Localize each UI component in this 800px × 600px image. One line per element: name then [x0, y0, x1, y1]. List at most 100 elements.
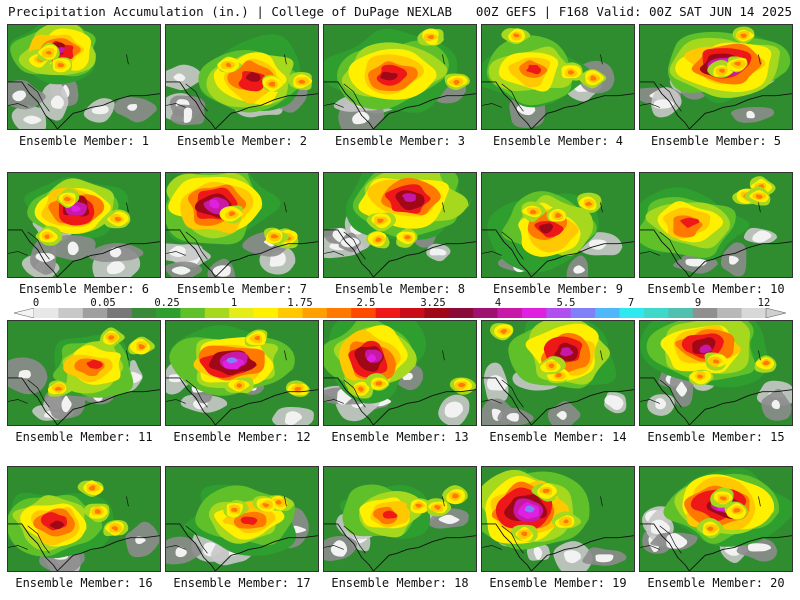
ensemble-panel-1 — [7, 24, 161, 130]
ensemble-member-label: Ensemble Member: 20 — [647, 576, 785, 590]
ensemble-panel-3 — [323, 24, 477, 130]
ensemble-member-label: Ensemble Member: 12 — [173, 430, 311, 444]
ensemble-panel-13 — [323, 320, 477, 426]
ensemble-panel-2 — [165, 24, 319, 130]
precip-map-1 — [8, 25, 160, 129]
colorbar-swatch — [180, 308, 206, 318]
colorbar-swatch — [156, 308, 181, 318]
ensemble-panel-5 — [639, 24, 793, 130]
colorbar-swatch — [229, 308, 254, 318]
ensemble-member-label: Ensemble Member: 11 — [15, 430, 153, 444]
ensemble-panel-4 — [481, 24, 635, 130]
ensemble-member-label: Ensemble Member: 16 — [15, 576, 153, 590]
precipitation-colorbar — [14, 308, 786, 318]
colorbar-swatch — [107, 308, 132, 318]
ensemble-member-label: Ensemble Member: 17 — [173, 576, 311, 590]
colorbar-swatch — [473, 308, 498, 318]
ensemble-member-label: Ensemble Member: 18 — [331, 576, 469, 590]
ensemble-panel-16 — [7, 466, 161, 572]
map-title: Precipitation Accumulation (in.) | Colle… — [8, 4, 453, 19]
precip-map-6 — [8, 173, 160, 277]
colorbar-swatch — [351, 308, 376, 318]
colorbar-swatch — [668, 308, 694, 318]
precip-map-3 — [324, 25, 476, 129]
ensemble-member-label: Ensemble Member: 8 — [334, 282, 466, 296]
colorbar-tick-label: 12 — [757, 297, 771, 309]
colorbar-swatch — [326, 308, 352, 318]
precip-map-16 — [8, 467, 160, 571]
ensemble-member-label: Ensemble Member: 19 — [489, 576, 627, 590]
colorbar-swatch — [302, 308, 328, 318]
ensemble-member-label: Ensemble Member: 14 — [489, 430, 627, 444]
ensemble-panel-17 — [165, 466, 319, 572]
ensemble-member-label: Ensemble Member: 4 — [492, 134, 624, 148]
ensemble-member-label: Ensemble Member: 9 — [492, 282, 624, 296]
colorbar-swatch — [644, 308, 669, 318]
colorbar-tick-label: 1 — [230, 297, 238, 309]
colorbar-swatch — [546, 308, 572, 318]
ensemble-panel-18 — [323, 466, 477, 572]
ensemble-panel-7 — [165, 172, 319, 278]
precip-map-5 — [640, 25, 792, 129]
ensemble-panel-8 — [323, 172, 477, 278]
precip-map-4 — [482, 25, 634, 129]
colorbar-swatch — [400, 308, 425, 318]
precip-map-17 — [166, 467, 318, 571]
precip-map-20 — [640, 467, 792, 571]
colorbar-tick-label: 5.5 — [556, 297, 576, 309]
ensemble-panel-11 — [7, 320, 161, 426]
colorbar-tick-label: 2.5 — [356, 297, 376, 309]
ensemble-panel-6 — [7, 172, 161, 278]
ensemble-member-label: Ensemble Member: 7 — [176, 282, 308, 296]
colorbar-swatch — [82, 308, 108, 318]
colorbar-swatch — [570, 308, 596, 318]
colorbar-tick-label: 1.75 — [287, 297, 313, 309]
colorbar-swatch — [131, 308, 157, 318]
colorbar-tick-label: 4 — [494, 297, 502, 309]
colorbar-tick-label: 0.05 — [90, 297, 116, 309]
ensemble-panel-19 — [481, 466, 635, 572]
ensemble-panel-14 — [481, 320, 635, 426]
colorbar-min-arrow — [14, 308, 35, 318]
colorbar-swatch — [375, 308, 401, 318]
ensemble-panel-15 — [639, 320, 793, 426]
colorbar-swatch — [692, 308, 718, 318]
precip-map-9 — [482, 173, 634, 277]
precip-map-13 — [324, 321, 476, 425]
ensemble-panel-9 — [481, 172, 635, 278]
colorbar-tick-label: 3.25 — [420, 297, 446, 309]
colorbar-swatch — [717, 308, 742, 318]
precip-map-19 — [482, 467, 634, 571]
ensemble-member-label: Ensemble Member: 1 — [18, 134, 150, 148]
colorbar-swatch — [278, 308, 303, 318]
ensemble-panel-10 — [639, 172, 793, 278]
colorbar-tick-label: 0.25 — [154, 297, 180, 309]
colorbar-tick-label: 7 — [627, 297, 635, 309]
colorbar-swatch — [741, 308, 767, 318]
colorbar-max-arrow — [765, 308, 786, 318]
ensemble-member-label: Ensemble Member: 15 — [647, 430, 785, 444]
precip-map-11 — [8, 321, 160, 425]
ensemble-panel-12 — [165, 320, 319, 426]
precip-map-10 — [640, 173, 792, 277]
colorbar-tick-label: 0 — [32, 297, 40, 309]
colorbar-swatch — [595, 308, 620, 318]
colorbar-tick-label: 9 — [694, 297, 702, 309]
colorbar-swatch — [253, 308, 279, 318]
precip-map-14 — [482, 321, 634, 425]
ensemble-member-label: Ensemble Member: 3 — [334, 134, 466, 148]
colorbar-swatch — [34, 308, 59, 318]
ensemble-member-label: Ensemble Member: 13 — [331, 430, 469, 444]
colorbar-swatch — [424, 308, 450, 318]
precip-map-7 — [166, 173, 318, 277]
colorbar-swatch — [522, 308, 547, 318]
colorbar-swatch — [619, 308, 645, 318]
ensemble-member-label: Ensemble Member: 10 — [647, 282, 785, 296]
ensemble-member-label: Ensemble Member: 2 — [176, 134, 308, 148]
precip-map-15 — [640, 321, 792, 425]
ensemble-member-label: Ensemble Member: 6 — [18, 282, 150, 296]
precip-map-8 — [324, 173, 476, 277]
ensemble-panel-20 — [639, 466, 793, 572]
colorbar-swatch — [58, 308, 84, 318]
precip-map-2 — [166, 25, 318, 129]
